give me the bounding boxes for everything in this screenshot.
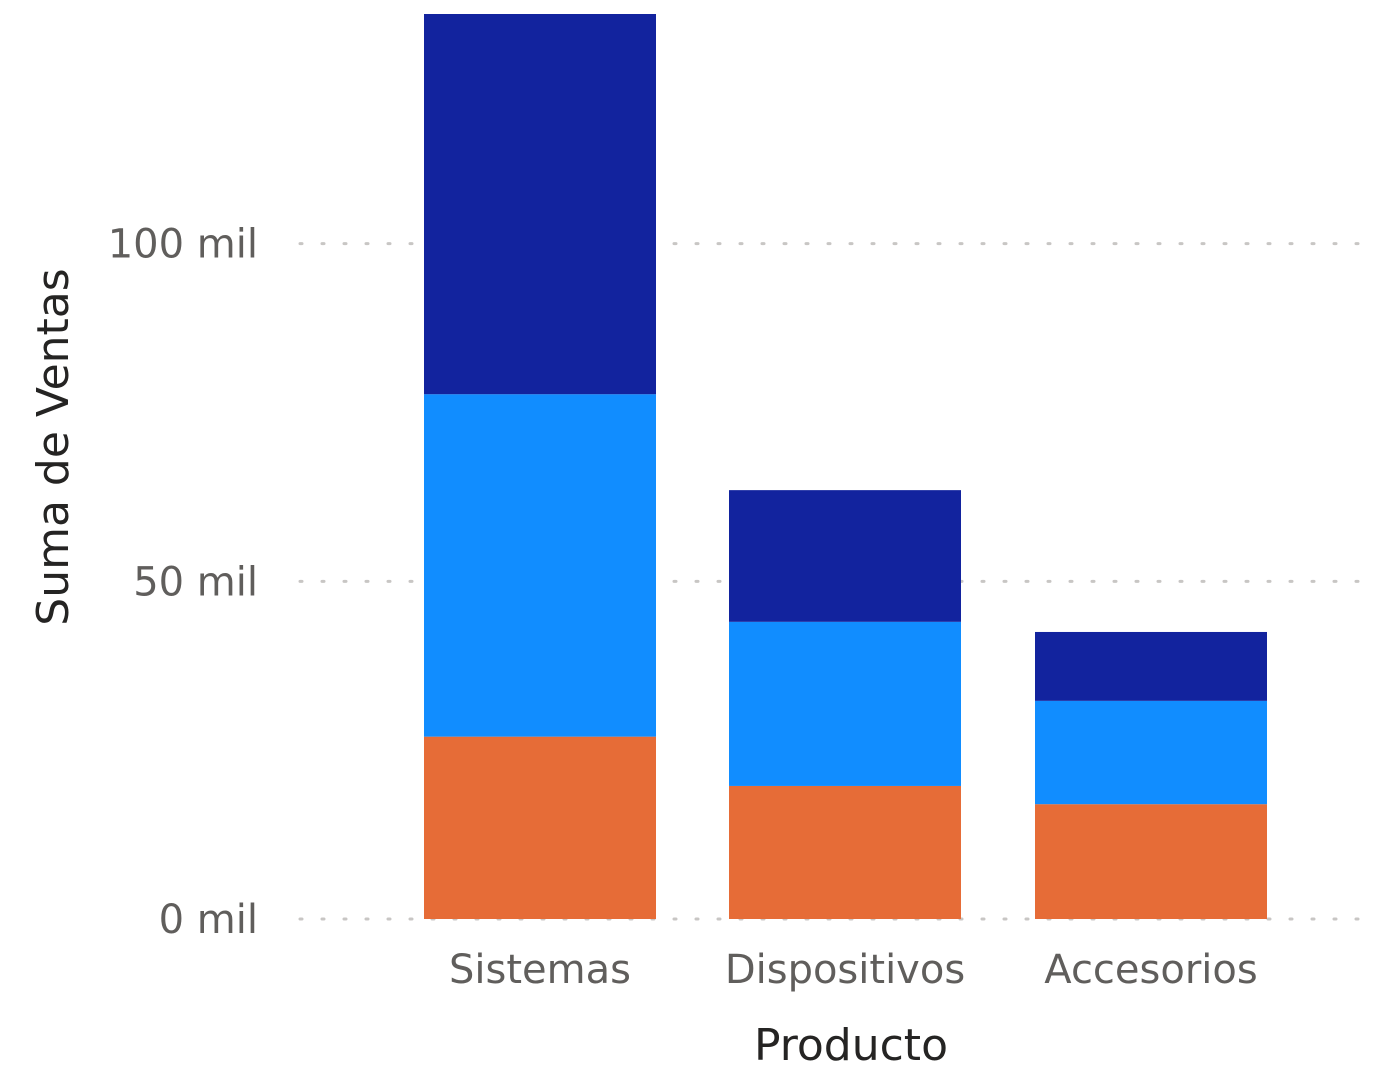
x-tick-label: Accesorios bbox=[1044, 947, 1257, 993]
bar-segment[interactable] bbox=[1035, 804, 1267, 919]
bar-segment[interactable] bbox=[424, 394, 656, 737]
bar-segment[interactable] bbox=[424, 14, 656, 395]
y-tick-label: 0 mil bbox=[159, 897, 258, 943]
y-tick-label: 100 mil bbox=[108, 222, 258, 268]
y-axis-ticks: 0 mil 50 mil 100 mil bbox=[108, 222, 258, 943]
bar-segment[interactable] bbox=[729, 490, 961, 622]
bar-segment[interactable] bbox=[729, 621, 961, 786]
x-axis-ticks: Sistemas Dispositivos Accesorios bbox=[449, 947, 1258, 993]
y-axis-title: Suma de Ventas bbox=[28, 268, 79, 625]
bar-segment[interactable] bbox=[424, 736, 656, 919]
x-tick-label: Sistemas bbox=[449, 947, 631, 993]
bar-segment[interactable] bbox=[1035, 700, 1267, 805]
y-tick-label: 50 mil bbox=[133, 559, 258, 605]
x-axis-title: Producto bbox=[754, 1020, 948, 1066]
bars bbox=[424, 14, 1267, 919]
bar-segment[interactable] bbox=[729, 785, 961, 919]
bar-segment[interactable] bbox=[1035, 631, 1267, 701]
x-tick-label: Dispositivos bbox=[725, 947, 965, 993]
